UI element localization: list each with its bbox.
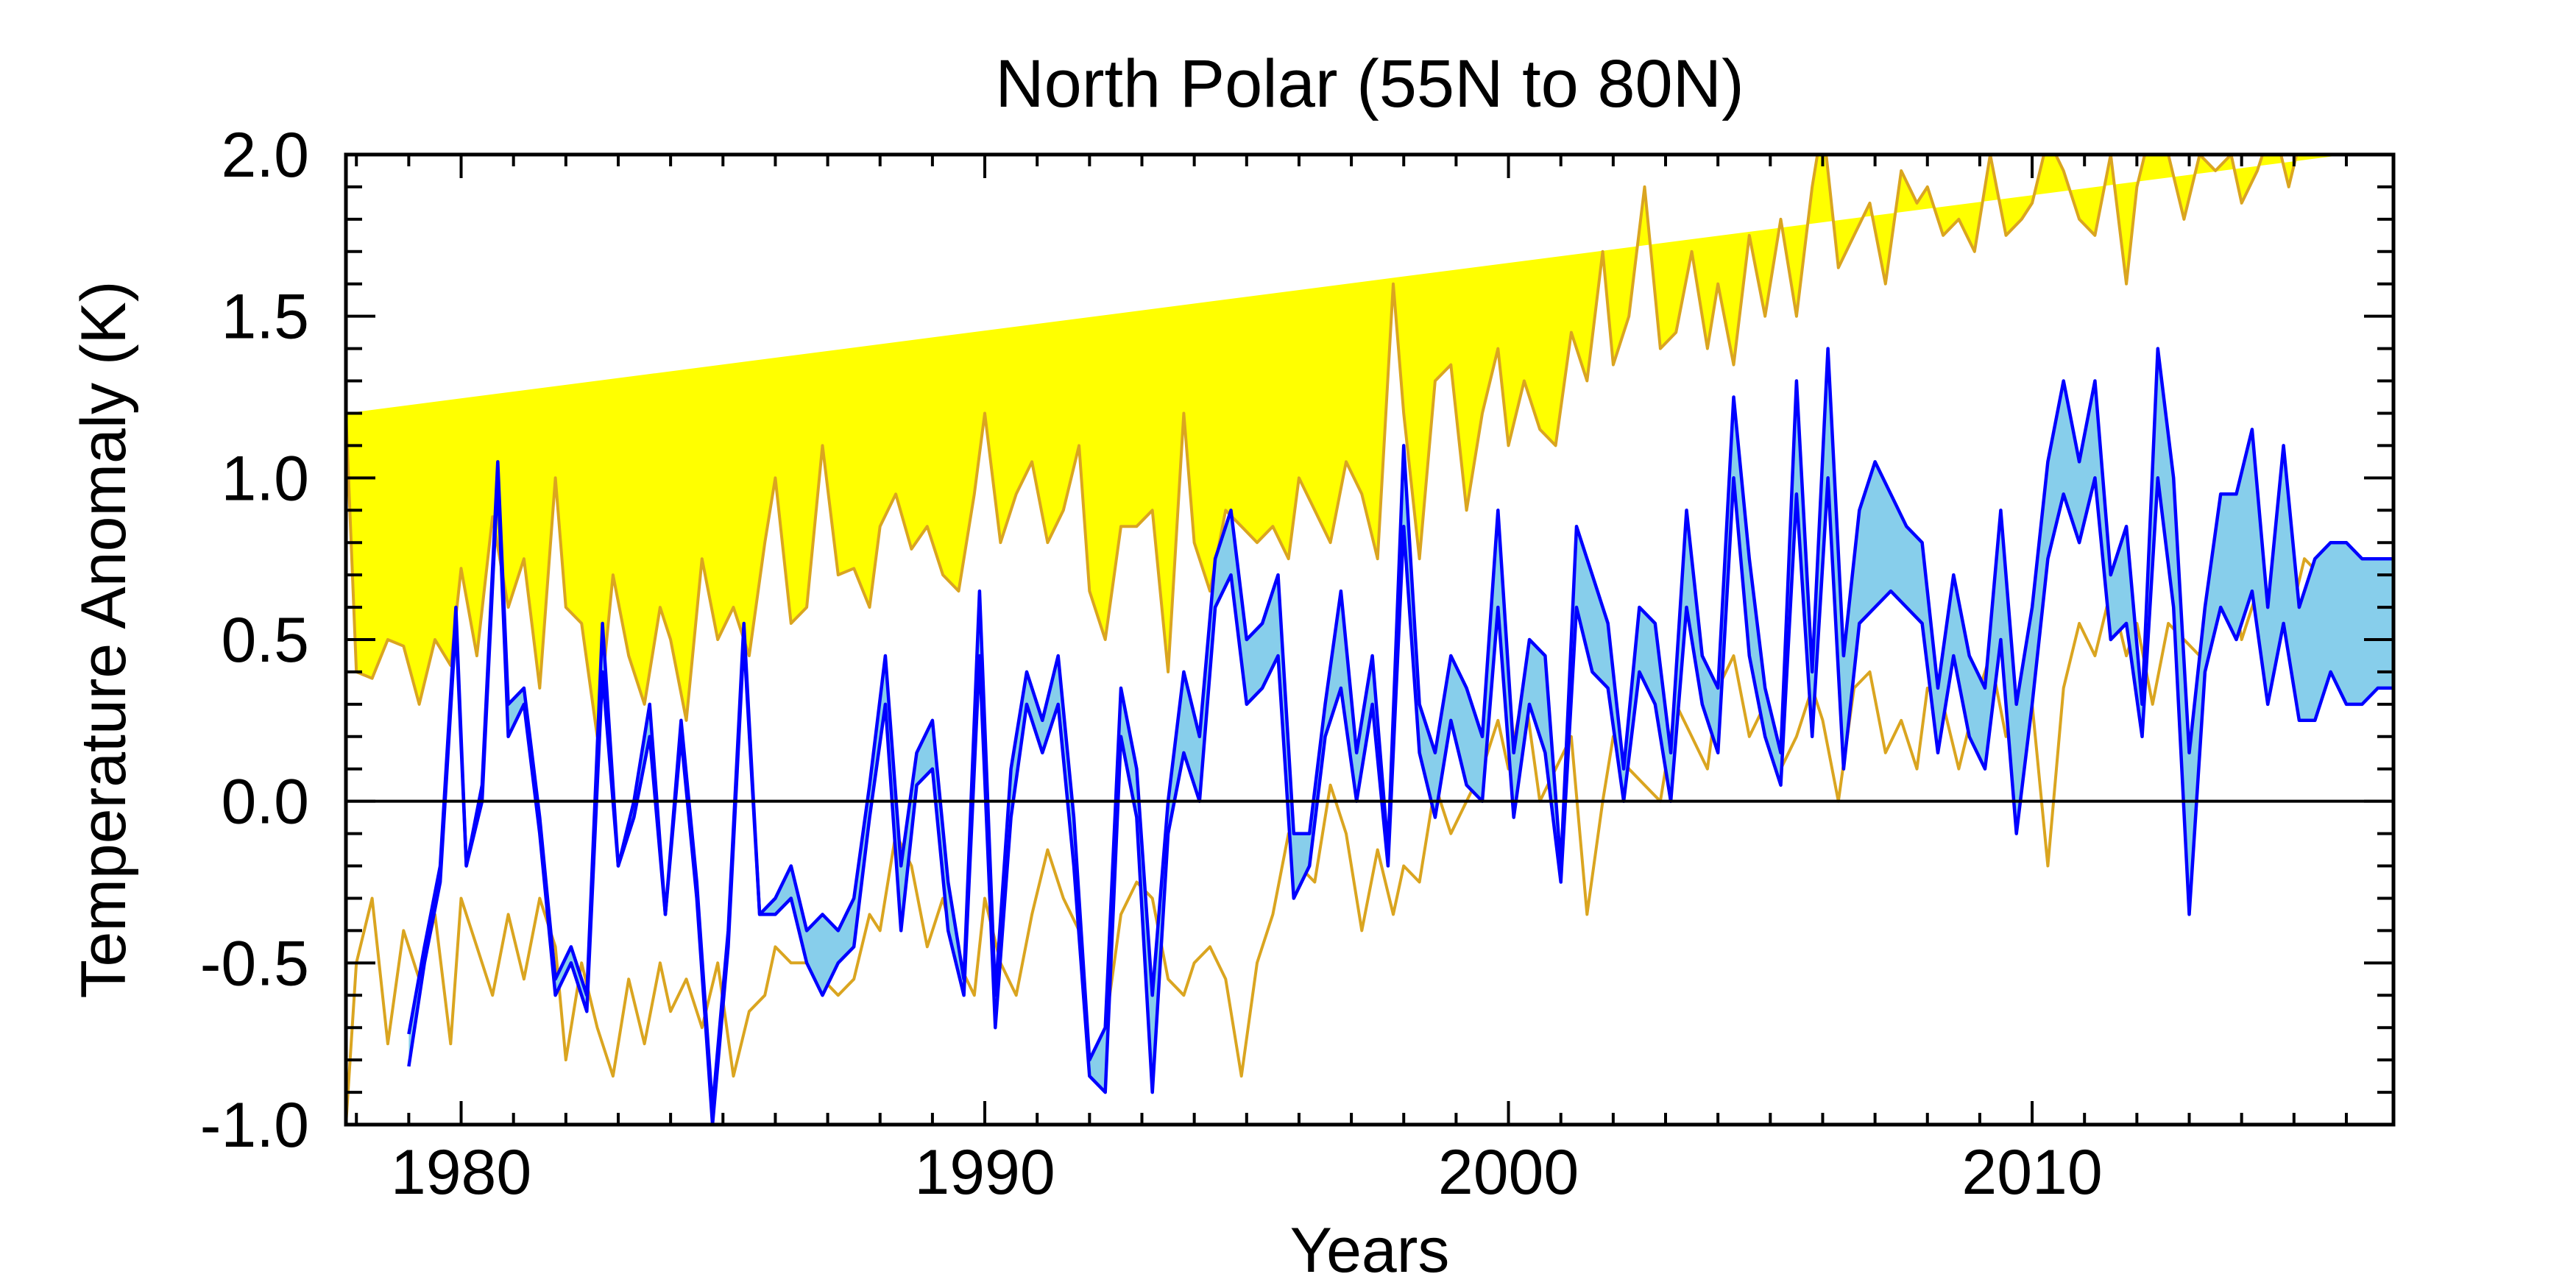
x-tick-label: 2010 — [1961, 1137, 2102, 1208]
y-tick-label: 1.5 — [221, 282, 309, 353]
y-tick-label: 0.5 — [221, 605, 309, 676]
x-axis-ticks: 1980 1990 2000 2010 — [355, 155, 2348, 1208]
y-tick-label: 0.0 — [221, 767, 309, 838]
band-layer — [408, 348, 2393, 1125]
x-tick-label: 2000 — [1438, 1137, 1579, 1208]
envelope-fill — [346, 155, 2346, 737]
chart-title: North Polar (55N to 80N) — [995, 46, 1744, 121]
x-tick-label: 1980 — [391, 1137, 531, 1208]
series-lower-line — [407, 476, 2393, 1125]
y-tick-label: 2.0 — [221, 120, 309, 191]
y-tick-label: -1.0 — [200, 1090, 309, 1161]
y-tick-label: 1.0 — [221, 443, 309, 514]
envelope-upper-line — [346, 155, 2346, 738]
plot-area — [346, 155, 2393, 1125]
series-lines — [407, 347, 2393, 1125]
y-axis-label: Temperature Anomaly (K) — [68, 280, 139, 998]
x-tick-label: 1990 — [914, 1137, 1055, 1208]
y-axis-ticks: -1.0 -0.5 0.0 0.5 1.0 1.5 2.0 — [200, 120, 2393, 1161]
x-axis-label: Years — [1290, 1215, 1450, 1286]
series-band-fill — [408, 348, 2393, 1125]
y-tick-label: -0.5 — [200, 928, 309, 999]
